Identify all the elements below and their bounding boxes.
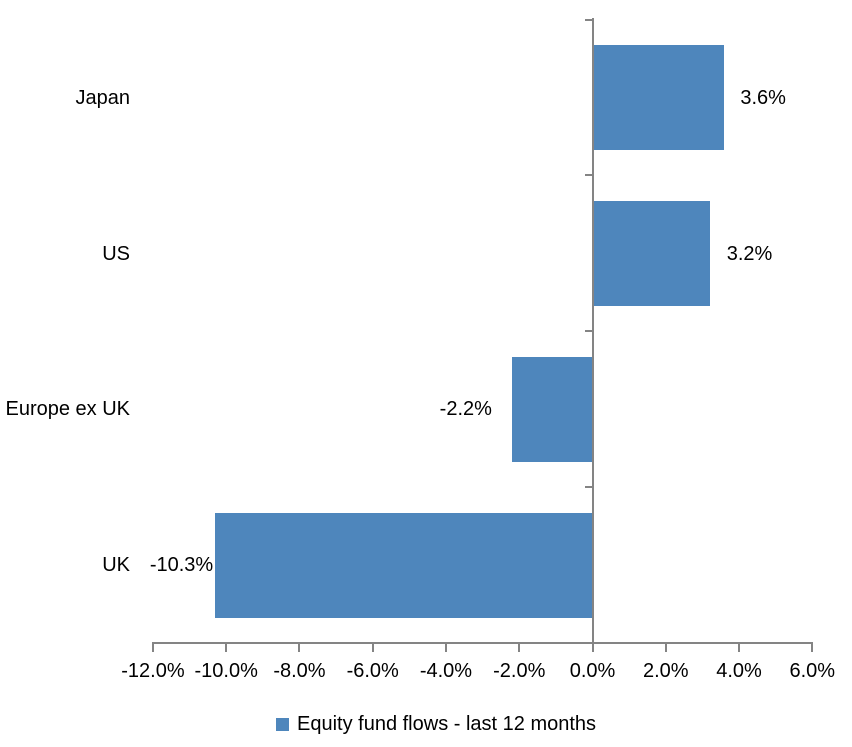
category-label: Europe ex UK	[5, 398, 130, 421]
data-label: 3.6%	[740, 86, 786, 109]
x-tick-label: 0.0%	[569, 660, 616, 682]
x-axis-tick	[444, 642, 447, 652]
x-tick-label: -12.0%	[121, 660, 185, 682]
y-axis-tick	[585, 330, 593, 332]
legend-swatch	[276, 717, 289, 731]
category-label: US	[102, 242, 130, 265]
x-axis-tick	[811, 642, 814, 652]
category-label: UK	[102, 554, 130, 577]
x-axis-tick	[591, 642, 594, 652]
x-tick-label: -8.0%	[273, 660, 326, 682]
legend-label: Equity fund flows - last 12 months	[297, 712, 597, 735]
legend: Equity fund flows - last 12 months	[276, 712, 596, 736]
x-axis-tick	[664, 642, 667, 652]
y-axis-tick	[585, 174, 593, 177]
x-tick-label: 4.0%	[716, 660, 762, 682]
bar-us	[592, 201, 710, 307]
x-axis-tick	[298, 642, 301, 652]
x-axis-tick	[151, 642, 154, 652]
bar-japan	[592, 45, 725, 151]
x-axis-line	[152, 642, 813, 644]
x-axis-tick	[371, 642, 374, 652]
category-label: Japan	[75, 86, 131, 109]
data-label: 3.2%	[726, 242, 773, 265]
x-axis-tick	[738, 642, 741, 652]
x-axis-tick	[225, 642, 228, 652]
y-axis-tick	[585, 485, 593, 488]
y-axis-line	[591, 18, 594, 644]
bar-uk	[215, 512, 593, 618]
x-tick-label: -6.0%	[346, 660, 399, 682]
bar-europe-ex-uk	[511, 356, 593, 462]
x-tick-label: 6.0%	[789, 660, 836, 682]
data-label: -2.2%	[439, 398, 492, 421]
x-tick-label: 2.0%	[642, 660, 689, 682]
x-axis-tick	[518, 642, 521, 652]
x-tick-label: -4.0%	[419, 660, 473, 682]
y-axis-tick	[585, 18, 593, 21]
x-tick-label: -10.0%	[194, 660, 258, 682]
data-label: -10.3%	[149, 554, 214, 577]
x-tick-label: -2.0%	[493, 660, 546, 682]
